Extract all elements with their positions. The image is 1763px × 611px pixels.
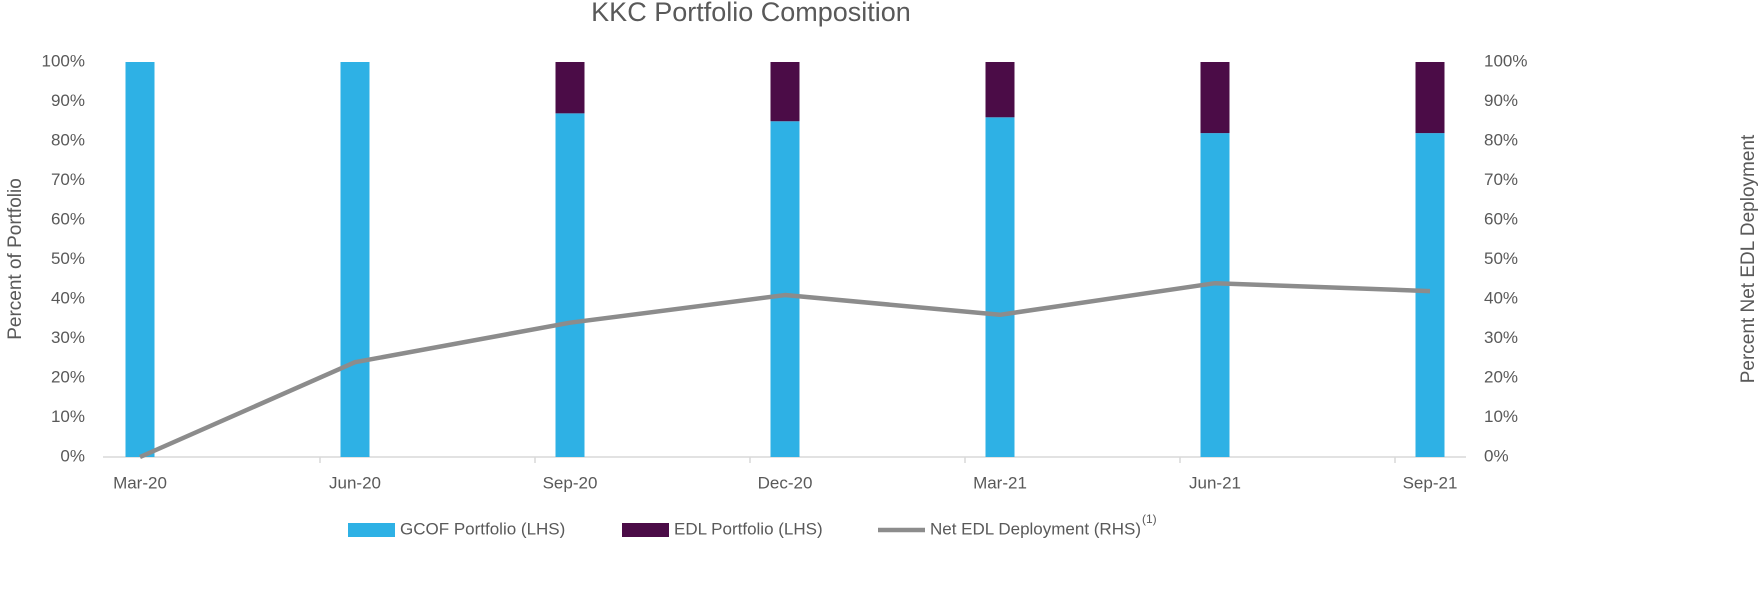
bar	[340, 62, 370, 457]
bar	[125, 62, 155, 457]
y2-axis-title: Percent Net EDL Deployment	[1738, 134, 1759, 383]
bar	[985, 117, 1015, 458]
x-tick-label: Sep-21	[1403, 473, 1458, 492]
x-tick-label: Sep-20	[543, 473, 598, 492]
legend-swatch	[348, 523, 395, 537]
legend-label: Net EDL Deployment (RHS)	[930, 519, 1141, 538]
chart-title: KKC Portfolio Composition	[591, 0, 911, 27]
y2-tick-label: 30%	[1484, 328, 1518, 347]
bar	[770, 121, 800, 457]
y2-tick-label: 70%	[1484, 170, 1518, 189]
y2-tick-label: 50%	[1484, 249, 1518, 268]
bar	[1415, 133, 1445, 457]
y2-tick-label: 10%	[1484, 407, 1518, 426]
y2-tick-label: 100%	[1484, 51, 1527, 70]
x-tick-label: Jun-21	[1189, 473, 1241, 492]
y-tick-label: 20%	[51, 367, 85, 386]
bar	[1415, 62, 1445, 134]
y2-tick-label: 80%	[1484, 130, 1518, 149]
y2-tick-label: 40%	[1484, 288, 1518, 307]
y-tick-label: 100%	[42, 51, 85, 70]
x-tick-label: Mar-20	[113, 473, 167, 492]
y2-tick-label: 60%	[1484, 209, 1518, 228]
line	[139, 280, 1431, 460]
y2-tick-label: 0%	[1484, 446, 1509, 465]
x-tick-label: Dec-20	[758, 473, 813, 492]
y2-tick-label: 20%	[1484, 367, 1518, 386]
y2-tick-label: 90%	[1484, 91, 1518, 110]
y-tick-label: 40%	[51, 288, 85, 307]
y-tick-label: 80%	[51, 130, 85, 149]
bar	[1200, 133, 1230, 457]
bar	[555, 113, 585, 457]
y-tick-label: 50%	[51, 249, 85, 268]
legend-swatch	[622, 523, 669, 537]
legend-label: EDL Portfolio (LHS)	[674, 519, 823, 538]
x-tick-label: Jun-20	[329, 473, 381, 492]
bar	[555, 62, 585, 114]
y-tick-label: 90%	[51, 91, 85, 110]
y-tick-label: 10%	[51, 407, 85, 426]
y-tick-label: 60%	[51, 209, 85, 228]
bar	[1200, 62, 1230, 134]
legend-label: GCOF Portfolio (LHS)	[400, 519, 565, 538]
y-axis-title: Percent of Portfolio	[5, 178, 26, 340]
x-tick-label: Mar-21	[973, 473, 1027, 492]
bar	[985, 62, 1015, 118]
y-tick-label: 30%	[51, 328, 85, 347]
legend-footnote: (1)	[1142, 512, 1157, 526]
y-tick-label: 70%	[51, 170, 85, 189]
bar	[770, 62, 800, 122]
y-tick-label: 0%	[60, 446, 85, 465]
